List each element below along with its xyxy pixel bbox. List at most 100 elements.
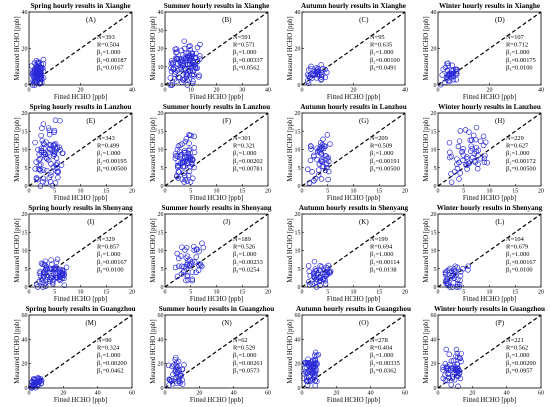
data-point: [317, 140, 324, 146]
data-point: [310, 357, 316, 364]
x-tick-label: 20: [60, 391, 66, 397]
y-tick-label: 20: [22, 212, 28, 218]
stat-text: β₃=0.0100: [97, 266, 124, 273]
y-tick-label: 0: [25, 386, 28, 392]
data-point: [179, 244, 185, 250]
data-point: [317, 275, 323, 282]
data-point: [46, 174, 53, 181]
panel-title: Winter hourly results in Guangzhou: [434, 305, 545, 313]
panel-tag: (D): [495, 16, 505, 24]
data-point: [185, 68, 191, 75]
data-point: [186, 140, 192, 146]
data-point: [455, 276, 461, 283]
stat-text: β₃=0.0462: [97, 367, 124, 374]
data-point: [456, 138, 463, 144]
stat-text: N=104: [506, 236, 525, 243]
data-point: [311, 153, 317, 160]
x-axis-label: Fitted HCHO [ppb]: [54, 195, 107, 202]
y-tick-label: 0: [434, 83, 437, 89]
data-point: [43, 277, 50, 283]
data-point: [186, 146, 193, 153]
stat-text: R=0.694: [370, 244, 393, 251]
y-tick-label: 15: [158, 230, 164, 236]
y-tick-label: 40: [158, 10, 164, 16]
data-point: [450, 77, 457, 83]
panel-title: Summer hourly results in Xianghe: [164, 2, 270, 10]
data-point: [445, 71, 451, 78]
y-tick-label: 15: [22, 129, 28, 135]
reference-line: [164, 213, 269, 288]
stat-text: R=0.504: [97, 42, 120, 49]
data-point: [46, 131, 53, 138]
data-point: [172, 264, 179, 271]
data-point: [306, 180, 313, 186]
data-point: [454, 361, 461, 368]
y-tick-label: 15: [295, 230, 301, 236]
data-point: [51, 266, 58, 272]
x-tick-label: 10: [214, 290, 220, 296]
x-axis-label: Fitted HCHO [ppb]: [463, 94, 516, 101]
data-point: [309, 75, 315, 81]
data-point: [180, 77, 187, 83]
stat-text: N=189: [233, 236, 251, 243]
x-axis-label: Fitted HCHO [ppb]: [54, 296, 107, 303]
data-point: [170, 371, 176, 378]
y-tick-label: 30: [158, 28, 164, 34]
data-point: [318, 176, 325, 182]
y-tick-label: 20: [158, 47, 164, 53]
data-point: [37, 155, 43, 162]
x-tick-label: 30: [239, 88, 245, 94]
data-point: [301, 371, 307, 377]
data-point: [440, 364, 446, 371]
data-point: [305, 359, 312, 366]
data-point: [190, 57, 196, 64]
data-point: [322, 281, 329, 287]
data-point: [449, 62, 455, 69]
data-point: [183, 55, 189, 61]
data-point: [448, 358, 455, 364]
data-point: [53, 272, 60, 279]
data-point: [324, 132, 331, 138]
stat-text: R=0.324: [97, 345, 120, 352]
x-tick-label: 10: [351, 189, 357, 195]
stat-text: β₂=0.00200: [506, 360, 536, 367]
data-point: [446, 351, 452, 358]
data-point: [183, 136, 190, 142]
stat-text: β₁=1.000: [370, 49, 393, 56]
x-tick-label: 10: [487, 189, 493, 195]
data-point: [475, 147, 482, 154]
x-tick-label: 40: [95, 391, 101, 397]
data-point: [173, 46, 180, 52]
stat-text: R=0.679: [506, 244, 528, 251]
data-point: [315, 351, 322, 358]
reference-line: [28, 112, 133, 187]
y-tick-label: 60: [158, 313, 164, 319]
data-point: [39, 65, 45, 71]
y-tick-label: 40: [295, 337, 301, 343]
data-point: [453, 66, 459, 72]
data-point: [182, 173, 188, 179]
y-tick-label: 10: [158, 148, 164, 154]
data-point: [468, 143, 474, 149]
data-point: [327, 141, 333, 147]
data-point: [442, 271, 449, 278]
stat-text: R=0.627: [506, 143, 529, 150]
data-point: [326, 158, 332, 165]
data-point: [35, 166, 42, 172]
y-tick-label: 20: [431, 212, 437, 218]
y-tick-label: 10: [22, 148, 28, 154]
data-point: [173, 371, 180, 377]
stat-text: β₂=0.00233: [233, 259, 263, 266]
data-point: [457, 170, 463, 176]
data-point: [177, 56, 184, 62]
x-tick-label: 10: [351, 290, 357, 296]
panel-title: Winter hourly results in Xianghe: [439, 2, 540, 10]
data-point: [53, 274, 60, 280]
y-axis-label: Measured HCHO [ppb]: [14, 218, 21, 282]
data-point: [440, 367, 446, 373]
plot-frame: [437, 314, 542, 389]
scatter-panel-b: Summer hourly results in Xianghe 00 10 10 20…: [150, 2, 271, 101]
data-point: [175, 143, 182, 149]
y-tick-label: 20: [22, 111, 28, 117]
